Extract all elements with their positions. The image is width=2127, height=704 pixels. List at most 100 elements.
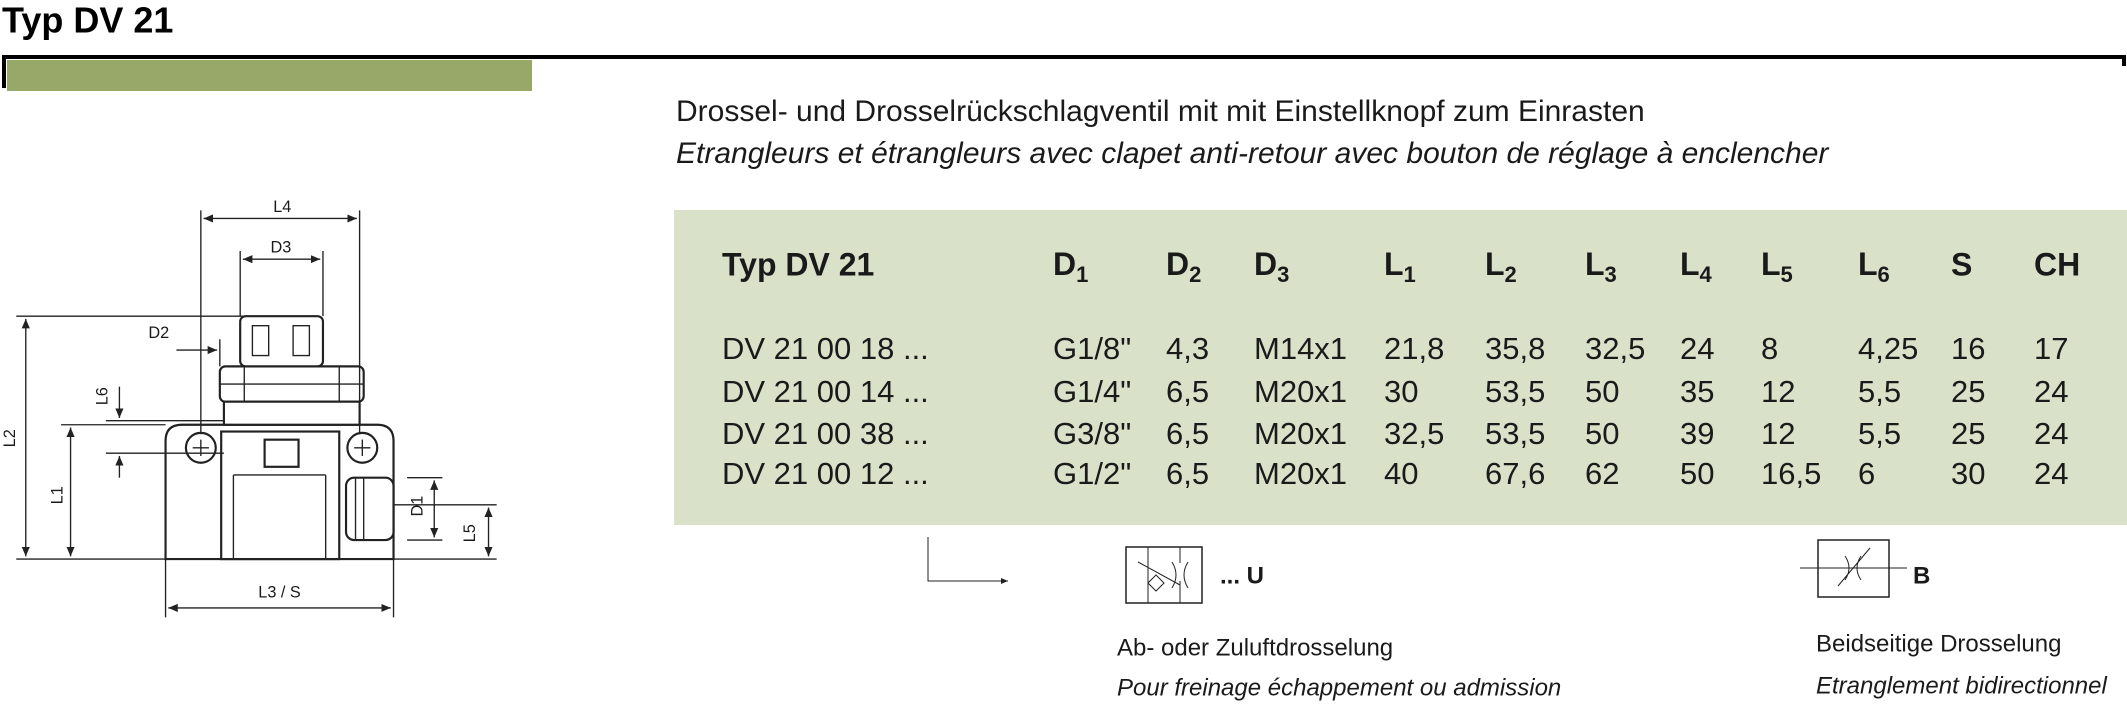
row-label: DV 21 00 12 ... [722, 456, 929, 491]
dimension-label: D3 [271, 239, 292, 257]
port-cross [192, 439, 371, 456]
header-subscript: 5 [1781, 262, 1793, 287]
table-cell: 21,8 [1384, 331, 1444, 366]
caption-fr: Etranglement bidirectionnel [1816, 672, 2108, 699]
symbol-label: ... U [1220, 562, 1264, 589]
table-cell: 17 [2034, 331, 2068, 366]
table-cell: 50 [1585, 374, 1619, 409]
symbol-plate [263, 438, 300, 468]
caption-fr: Pour freinage échappement ou admission [1117, 674, 1561, 701]
header-subscript: 2 [1505, 262, 1517, 287]
row-label: DV 21 00 38 ... [722, 416, 929, 451]
nut-facet [219, 366, 364, 402]
table-cell: 6,5 [1166, 416, 1209, 451]
symbol-b [1800, 539, 1907, 598]
header-rule [2, 55, 2126, 88]
table-cell: 62 [1585, 456, 1619, 491]
side-port-line [354, 477, 365, 541]
table-cell: 24 [1680, 331, 1714, 366]
table-cell: M20x1 [1254, 416, 1347, 451]
header-subscript: 3 [1277, 262, 1289, 287]
column-header: CH [2034, 246, 2080, 282]
dimension-label: L6 [93, 387, 111, 405]
symbol-box [1125, 546, 1203, 604]
table-cell: 24 [2034, 374, 2068, 409]
header-letter: L [1858, 246, 1878, 282]
column-header: D1 [1053, 246, 1088, 286]
dimension-label: L2 [1, 429, 19, 447]
column-header: D3 [1254, 246, 1289, 286]
column-header: Typ DV 21 [722, 246, 874, 282]
pointer-arrow [927, 537, 1008, 584]
header-subscript: 3 [1605, 262, 1617, 287]
symbol-u [1125, 546, 1203, 604]
knob-grip [251, 325, 311, 357]
dimension-label: L3 / S [258, 583, 301, 601]
symbol-label: B [1913, 562, 1930, 589]
header-letter: L [1585, 246, 1605, 282]
header-subscript: 1 [1076, 262, 1088, 287]
column-header: L3 [1585, 246, 1617, 286]
table-cell: 6,5 [1166, 374, 1209, 409]
header-letter: L [1384, 246, 1404, 282]
caption-de: Ab- oder Zuluftdrosselung [1117, 634, 1393, 661]
header-subscript: 1 [1404, 262, 1416, 287]
table-cell: 5,5 [1858, 374, 1901, 409]
table-cell: 6 [1858, 456, 1875, 491]
header-letter: D [1166, 246, 1189, 282]
header-letter: D [1053, 246, 1076, 282]
column-header: L1 [1384, 246, 1416, 286]
table-cell: 53,5 [1485, 416, 1545, 451]
row-label: DV 21 00 18 ... [722, 331, 929, 366]
table-cell: G1/8" [1053, 331, 1131, 366]
table-cell: 12 [1761, 416, 1795, 451]
table-cell: 50 [1680, 456, 1714, 491]
table-cell: G1/2" [1053, 456, 1131, 491]
knob [239, 315, 325, 368]
column-header: L6 [1858, 246, 1890, 286]
table-cell: 8 [1761, 331, 1778, 366]
symbol-line [1800, 547, 1907, 587]
column-header: L4 [1680, 246, 1713, 286]
table-cell: 30 [1384, 374, 1418, 409]
column-header: L5 [1761, 246, 1793, 286]
table-cell: 12 [1761, 374, 1795, 409]
extension-line [16, 315, 497, 560]
table-cell: G3/8" [1053, 416, 1131, 451]
table-cell: M20x1 [1254, 374, 1347, 409]
table-cell: 53,5 [1485, 374, 1545, 409]
caption-de: Beidseitige Drosselung [1816, 630, 2061, 657]
table-cell: 25 [1951, 374, 1985, 409]
table-cell: 40 [1384, 456, 1418, 491]
table-cell: 4,25 [1858, 331, 1918, 366]
header-subscript: 4 [1700, 262, 1713, 287]
table-cell: 24 [2034, 456, 2068, 491]
dimension-label: D1 [408, 496, 426, 517]
table-cell: G1/4" [1053, 374, 1131, 409]
description-fr: Etrangleurs et étrangleurs avec clapet a… [676, 137, 1829, 170]
table-cell: 35 [1680, 374, 1714, 409]
dimension-label: L4 [273, 198, 291, 216]
header-letter: L [1761, 246, 1781, 282]
table-cell: 67,6 [1485, 456, 1545, 491]
table-cell: 30 [1951, 456, 1985, 491]
header-letter: L [1680, 246, 1700, 282]
table-cell: 16,5 [1761, 456, 1821, 491]
table-cell: 50 [1585, 416, 1619, 451]
side-port [344, 476, 395, 542]
header-subscript: 6 [1878, 262, 1890, 287]
dimension-label: L1 [49, 486, 67, 504]
table-cell: 4,3 [1166, 331, 1209, 366]
table-cell: 16 [1951, 331, 1985, 366]
valve-drawing: L4 D3 D2 L6 L2 L1 D1 L5 L3 / S [1, 198, 497, 618]
table-cell: 32,5 [1384, 416, 1444, 451]
dimension-label: L5 [461, 524, 479, 542]
table-cell: 5,5 [1858, 416, 1901, 451]
description-de: Drossel- und Drosselrückschlagventil mit… [676, 95, 1645, 128]
symbol-line [1137, 547, 1189, 603]
bore [232, 474, 327, 560]
dimension-label: D2 [148, 324, 169, 342]
extension-line [200, 210, 361, 435]
